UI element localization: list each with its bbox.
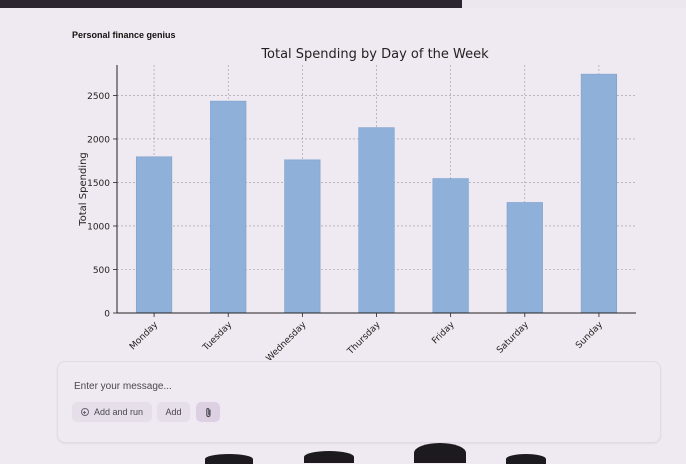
x-tick-label: Sunday (574, 320, 605, 351)
x-tick-label: Saturday (495, 320, 531, 356)
add-label: Add (165, 407, 182, 417)
attach-button[interactable] (196, 402, 220, 422)
y-tick-label: 500 (93, 266, 110, 276)
top-bar (0, 0, 686, 8)
y-tick-label: 1500 (87, 179, 110, 189)
plus-circle-icon (80, 408, 89, 416)
bar-wednesday (284, 159, 321, 314)
add-button[interactable]: Add (157, 402, 190, 422)
message-composer: Add and run Add (57, 361, 661, 443)
message-input[interactable] (72, 378, 636, 394)
app-title: Personal finance genius (72, 30, 176, 40)
y-tick-label: 2500 (87, 92, 110, 102)
bar-monday (135, 156, 173, 314)
y-tick-label: 0 (104, 310, 110, 320)
bar-friday (432, 178, 469, 314)
y-tick-label: 2000 (87, 135, 110, 145)
x-tick-label: Wednesday (265, 320, 309, 360)
spending-bar-chart: Total Spending by Day of the Week Total … (78, 47, 636, 360)
bar-sunday (580, 73, 618, 314)
add-and-run-button[interactable]: Add and run (72, 402, 152, 422)
chart-title: Total Spending by Day of the Week (260, 47, 489, 62)
x-tick-label: Monday (128, 320, 161, 353)
add-and-run-label: Add and run (93, 407, 144, 417)
bottom-silhouettes (0, 440, 686, 464)
y-axis-label: Total Spending (78, 152, 89, 227)
x-tick-label: Friday (430, 320, 457, 347)
bar-saturday (506, 202, 543, 314)
bar-thursday (358, 127, 395, 314)
x-tick-label: Tuesday (201, 320, 235, 354)
y-tick-label: 1000 (87, 222, 110, 232)
paperclip-icon (205, 407, 211, 417)
bar-tuesday (210, 100, 247, 314)
x-tick-label: Thursday (345, 320, 383, 358)
